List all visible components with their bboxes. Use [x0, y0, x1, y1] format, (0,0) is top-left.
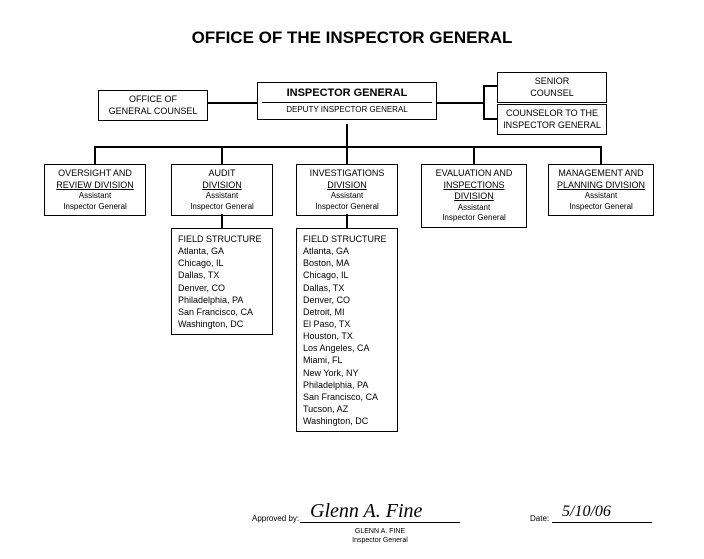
div-sub2: Inspector General [426, 213, 522, 223]
field-inv-city: Washington, DC [303, 415, 391, 427]
division-audit: AUDIT DIVISION Assistant Inspector Gener… [171, 164, 273, 216]
div-title2: REVIEW DIVISION [49, 180, 141, 192]
field-audit-city: Chicago, IL [178, 257, 266, 269]
div-title: INVESTIGATIONS [301, 168, 393, 180]
field-inv-city: Miami, FL [303, 354, 391, 366]
counselor-box: COUNSELOR TO THE INSPECTOR GENERAL [497, 104, 607, 135]
div-sub2: Inspector General [49, 202, 141, 212]
field-inv-header: FIELD STRUCTURE [303, 233, 391, 245]
org-chart: OFFICE OF GENERAL COUNSEL INSPECTOR GENE… [0, 66, 704, 486]
field-audit-city: Denver, CO [178, 282, 266, 294]
date-line [552, 522, 652, 523]
connector [483, 118, 497, 120]
div-title: OVERSIGHT AND [49, 168, 141, 180]
field-audit-city: Atlanta, GA [178, 245, 266, 257]
div-sub2: Inspector General [301, 202, 393, 212]
division-oversight: OVERSIGHT AND REVIEW DIVISION Assistant … [44, 164, 146, 216]
field-inv-city: Tucson, AZ [303, 403, 391, 415]
page-title: OFFICE OF THE INSPECTOR GENERAL [0, 0, 704, 66]
div-title2: PLANNING DIVISION [553, 180, 649, 192]
division-investigations: INVESTIGATIONS DIVISION Assistant Inspec… [296, 164, 398, 216]
div-title2: DIVISION [176, 180, 268, 192]
field-inv-city: Chicago, IL [303, 269, 391, 281]
field-audit-city: San Francisco, CA [178, 306, 266, 318]
field-inv-city: Atlanta, GA [303, 245, 391, 257]
signature: Glenn A. Fine [310, 500, 422, 523]
ogc-line1: OFFICE OF [103, 94, 203, 106]
connector [346, 214, 348, 228]
div-sub2: Inspector General [176, 202, 268, 212]
connector [221, 214, 223, 228]
field-inv-city: Boston, MA [303, 257, 391, 269]
connector [483, 85, 497, 87]
connector [600, 146, 602, 164]
office-general-counsel-box: OFFICE OF GENERAL COUNSEL [98, 90, 208, 121]
connector [346, 124, 348, 146]
div-title: AUDIT [176, 168, 268, 180]
div-sub1: Assistant [426, 203, 522, 213]
div-sub1: Assistant [49, 191, 141, 201]
ogc-line2: GENERAL COUNSEL [103, 106, 203, 118]
field-audit-city: Philadelphia, PA [178, 294, 266, 306]
connector [437, 102, 483, 104]
ig-divider [262, 102, 432, 103]
field-inv-city: Houston, TX [303, 330, 391, 342]
inspector-general-box: INSPECTOR GENERAL DEPUTY INSPECTOR GENER… [257, 82, 437, 120]
field-inv-city: Denver, CO [303, 294, 391, 306]
div-sub1: Assistant [553, 191, 649, 201]
field-audit-city: Washington, DC [178, 318, 266, 330]
div-sub1: Assistant [301, 191, 393, 201]
senior-counsel-box: SENIOR COUNSEL [497, 72, 607, 103]
approved-by-label: Approved by: [252, 514, 299, 523]
field-structure-audit: FIELD STRUCTURE Atlanta, GA Chicago, IL … [171, 228, 273, 335]
connector [94, 146, 601, 148]
date-label: Date: [530, 514, 549, 523]
connector [94, 146, 96, 164]
field-inv-city: Detroit, MI [303, 306, 391, 318]
field-audit-header: FIELD STRUCTURE [178, 233, 266, 245]
field-inv-city: New York, NY [303, 367, 391, 379]
cb-line1: COUNSELOR TO THE [502, 108, 602, 120]
field-inv-city: Philadelphia, PA [303, 379, 391, 391]
div-title: EVALUATION AND [426, 168, 522, 180]
field-inv-city: El Paso, TX [303, 318, 391, 330]
connector [221, 146, 223, 164]
div-sub1: Assistant [176, 191, 268, 201]
div-title2: DIVISION [301, 180, 393, 192]
ig-title: INSPECTOR GENERAL [262, 86, 432, 100]
connector [346, 146, 348, 164]
div-title: MANAGEMENT AND [553, 168, 649, 180]
signer-name: GLENN A. FINE [300, 528, 460, 535]
cb-line2: INSPECTOR GENERAL [502, 120, 602, 132]
field-inv-city: San Francisco, CA [303, 391, 391, 403]
division-management: MANAGEMENT AND PLANNING DIVISION Assista… [548, 164, 654, 216]
field-structure-investigations: FIELD STRUCTURE Atlanta, GA Boston, MA C… [296, 228, 398, 432]
field-audit-city: Dallas, TX [178, 269, 266, 281]
division-evaluation: EVALUATION AND INSPECTIONS DIVISION Assi… [421, 164, 527, 228]
date-value: 5/10/06 [562, 503, 611, 521]
div-sub2: Inspector General [553, 202, 649, 212]
connector [483, 85, 485, 120]
signer-title: Inspector General [300, 537, 460, 544]
div-title2: INSPECTIONS DIVISION [426, 180, 522, 203]
connector [473, 146, 475, 164]
connector [208, 102, 257, 104]
field-inv-city: Dallas, TX [303, 282, 391, 294]
sc-line2: COUNSEL [502, 88, 602, 100]
sc-line1: SENIOR [502, 76, 602, 88]
field-inv-city: Los Angeles, CA [303, 342, 391, 354]
ig-sub: DEPUTY INSPECTOR GENERAL [262, 105, 432, 115]
